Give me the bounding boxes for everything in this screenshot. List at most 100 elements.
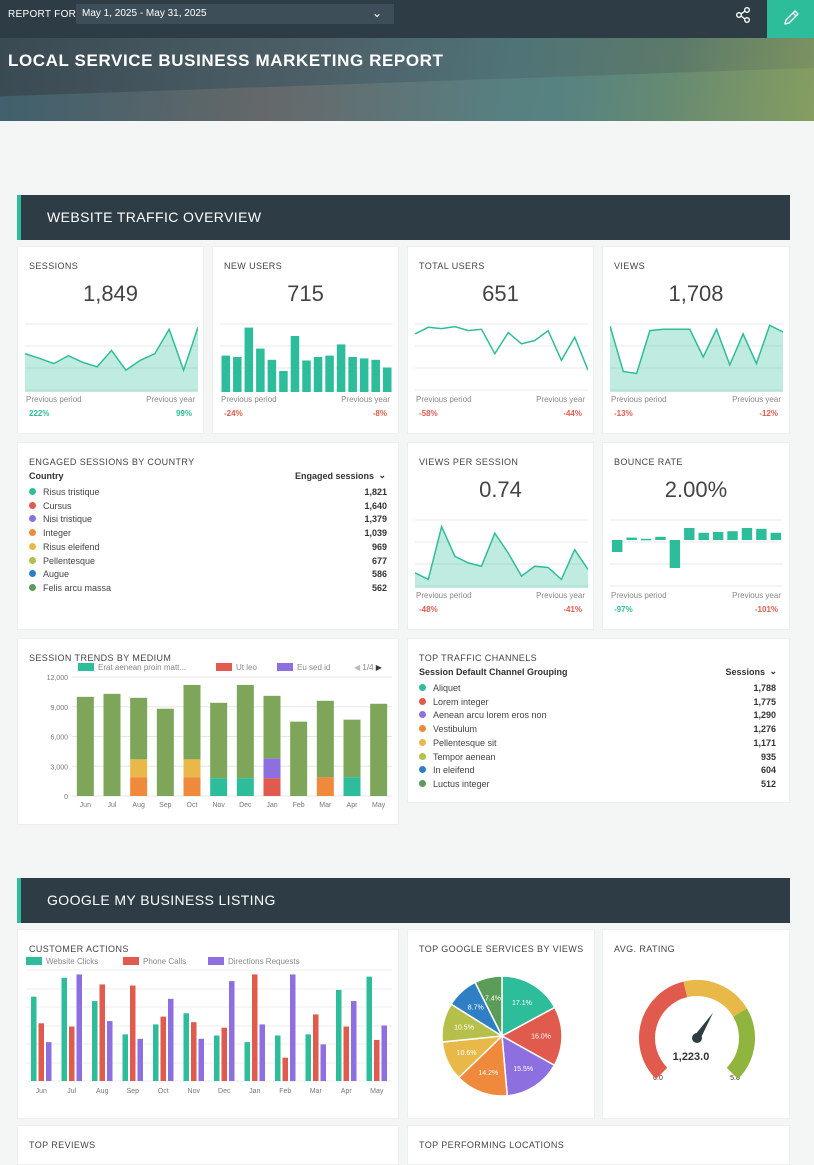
row-label: Cursus [43,500,72,511]
bar [351,1001,357,1081]
card-title: TOP PERFORMING LOCATIONS [419,1140,565,1150]
gauge-value: 1,223.0 [673,1051,710,1063]
legend-swatch [78,663,94,671]
bar [69,1026,75,1081]
legend-item[interactable]: Ut leo [216,663,257,672]
legend-item[interactable]: Directions Requests [208,957,300,966]
country-table-card: ENGAGED SESSIONS BY COUNTRY Country Enga… [17,442,399,630]
column-header-engaged-sessions[interactable]: Engaged sessions [294,471,374,481]
pencil-icon [784,10,799,25]
list-item: Cursus 1,640 [29,501,387,514]
bar [252,974,258,1081]
header-decoration [0,66,814,121]
stacked-bar-segment [236,684,254,779]
row-label: Felis arcu massa [43,582,112,593]
gauge-max-label: 5.0 [730,1075,740,1082]
chevron-down-icon[interactable]: ⌄ [769,666,777,676]
legend-dot [419,725,426,733]
pager-next-icon[interactable]: ▶ [375,663,382,672]
previous-period-label: Previous period [26,395,82,404]
gauge-hub [692,1033,702,1043]
list-item: Vestibulum 1,276 [419,724,776,737]
legend-dot [419,684,426,691]
row-label: Risus eleifend [43,541,100,552]
x-tick-label: Jun [80,802,91,809]
row-label: Tempor aenean [433,751,496,762]
x-tick-label: Sep [159,802,172,809]
sparkline-bar [727,531,738,540]
list-item: Luctus integer 512 [419,779,776,792]
bar [183,1013,189,1081]
row-value: 1,039 [364,528,387,539]
kpi-title: VIEWS [614,261,646,271]
customer-actions-card: CUSTOMER ACTIONS Website Clicks Phone Ca… [17,929,399,1119]
chart-title: SESSION TRENDS BY MEDIUM [29,653,172,663]
stacked-bar-segment [263,758,281,779]
legend-item[interactable]: Phone Calls [123,957,186,966]
stacked-bar-segment [263,695,281,759]
x-tick-label: Jul [67,1088,76,1095]
previous-year-label: Previous year [732,395,781,404]
kpi-card-views: VIEWS 1,708 Previous period Previous yea… [602,246,790,434]
row-value: 1,821 [364,487,387,497]
y-tick-label: 0 [64,794,68,801]
legend-dot [29,583,36,591]
x-tick-label: Dec [218,1088,231,1095]
sparkline-bar [640,538,652,541]
card-title: AVG. RATING [614,944,676,954]
previous-year-label: Previous year [536,395,585,404]
chevron-down-icon[interactable]: ⌄ [378,470,386,480]
x-tick-label: Nov [212,802,225,809]
x-tick-label: Mar [310,1088,323,1095]
column-header-sessions[interactable]: Sessions [725,667,765,677]
bar [290,974,296,1081]
section-header-traffic: WEBSITE TRAFFIC OVERVIEW [17,195,790,240]
row-value: 586 [371,569,387,580]
sparkline-area [25,327,198,392]
legend-pager[interactable]: ◀ 1/4 ▶ [354,663,382,672]
legend-label: Website Clicks [46,957,99,966]
stacked-bar-segment [183,777,201,796]
pie-slice-label: 16.0% [531,1034,551,1041]
gauge-arc [639,981,688,1080]
row-value: 935 [760,751,776,762]
pie-slice-label: 10.6% [457,1050,477,1057]
kpi-title: TOTAL USERS [419,261,485,271]
y-tick-label: 3,000 [50,764,68,771]
date-range-value: May 1, 2025 - May 31, 2025 [82,8,207,19]
kpi-title: VIEWS PER SESSION [419,457,519,467]
pager-prev-icon[interactable]: ◀ [354,663,361,672]
sparkline-line [415,524,588,581]
x-tick-label: Jan [266,802,277,809]
stacked-bar-segment [370,703,388,796]
legend-swatch [216,663,232,671]
sparkline-bar [221,355,231,392]
sparkline-bar [256,348,265,392]
share-icon[interactable] [734,6,752,24]
pager-label: 1/4 [362,663,374,672]
sparkline-bar [313,357,323,392]
legend-item[interactable]: Website Clicks [26,957,98,966]
legend-item[interactable]: Eu sed id [277,663,330,672]
stacked-bar-segment [103,693,121,796]
row-label: Lorem integer [433,696,489,707]
bar [313,1014,319,1081]
card-title: TOP TRAFFIC CHANNELS [419,653,538,663]
column-header-channel[interactable]: Session Default Channel Grouping [419,667,568,677]
kpi-sparkline [610,323,783,392]
legend-dot [29,529,36,537]
date-range-select[interactable]: May 1, 2025 - May 31, 2025 ⌄ [76,4,394,24]
previous-period-label: Previous period [611,591,667,600]
kpi-sparkline [415,519,588,588]
bar [214,1035,220,1081]
legend-item[interactable]: Erat aenean proin matt... [78,663,186,672]
edit-button[interactable] [767,0,814,38]
x-tick-label: May [372,802,386,809]
row-label: Risus tristique [43,487,100,497]
stacked-bar-segment [130,759,148,778]
sparkline-bar [669,540,681,568]
kpi-value: 1,708 [668,281,724,306]
bar [137,1038,143,1081]
top-locations-card: TOP PERFORMING LOCATIONS [407,1125,790,1165]
column-header-country[interactable]: Country [29,471,64,481]
